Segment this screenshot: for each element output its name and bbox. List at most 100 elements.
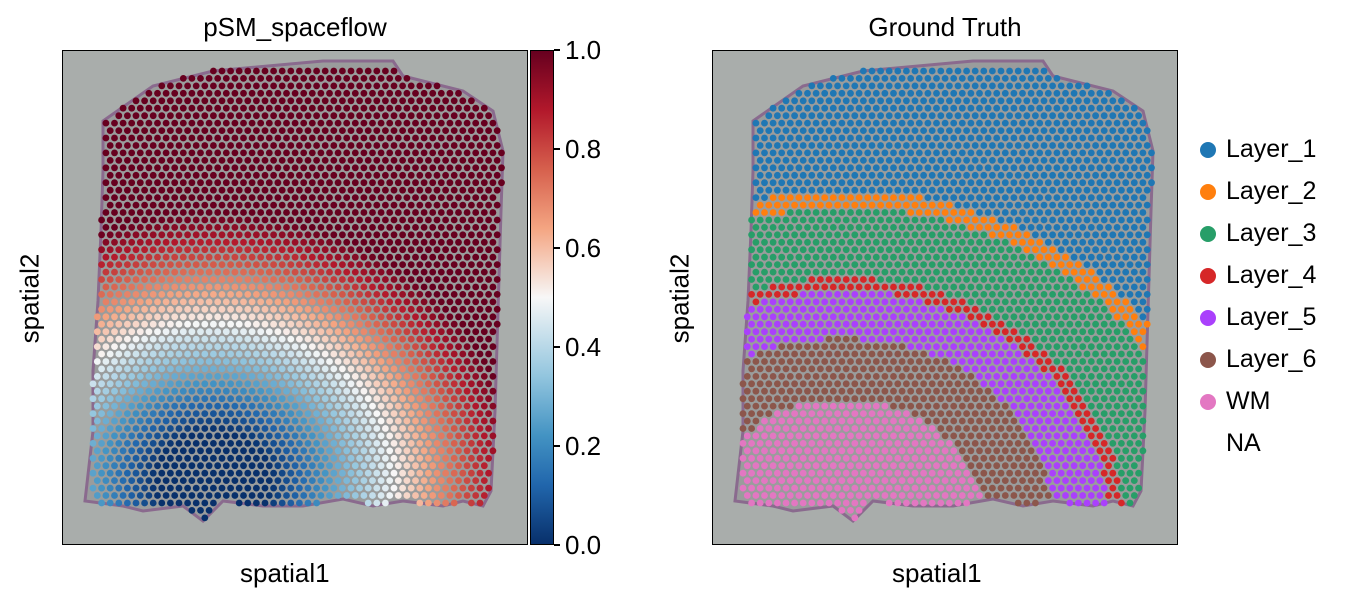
spot-point — [890, 134, 897, 142]
spot-point — [394, 298, 402, 306]
spot-point — [450, 410, 458, 417]
spot-point — [240, 477, 247, 484]
spot-point — [1113, 387, 1121, 395]
spot-point — [171, 283, 179, 291]
spot-point — [304, 276, 312, 283]
spot-point — [885, 157, 893, 164]
spot-point — [468, 291, 475, 298]
spot-point — [244, 276, 252, 283]
spot-point — [119, 492, 127, 499]
spot-point — [1096, 179, 1104, 187]
spot-point — [1023, 440, 1031, 447]
spot-point — [446, 104, 454, 112]
spot-point — [291, 343, 299, 350]
spot-point — [1006, 127, 1013, 134]
spot-point — [872, 224, 880, 231]
spot-point — [993, 75, 1001, 82]
spot-point — [786, 179, 794, 187]
spot-point — [119, 447, 127, 455]
spot-point — [326, 432, 333, 440]
spot-point — [283, 373, 290, 380]
spot-point — [1040, 231, 1048, 239]
spot-point — [1130, 417, 1138, 425]
spot-point — [1113, 224, 1121, 231]
spot-point — [950, 343, 958, 350]
spot-point — [459, 484, 467, 492]
spot-point — [920, 276, 927, 283]
spot-point — [834, 425, 841, 432]
spot-point — [377, 343, 385, 350]
spot-point — [946, 201, 953, 209]
spot-point — [963, 320, 970, 328]
spot-point — [799, 305, 807, 313]
spot-point — [278, 67, 286, 75]
spot-point — [804, 298, 811, 306]
spot-point — [184, 276, 191, 283]
spot-point — [761, 238, 768, 246]
spot-point — [274, 492, 282, 499]
spot-point — [154, 104, 161, 112]
spot-point — [782, 127, 790, 134]
spot-point — [761, 447, 768, 455]
spot-point — [928, 305, 936, 313]
spot-point — [257, 402, 265, 410]
spot-point — [343, 492, 351, 499]
spot-point — [894, 410, 902, 417]
spot-point — [416, 112, 424, 120]
spot-point — [291, 432, 299, 440]
spot-point — [993, 149, 1001, 157]
spot-point — [201, 171, 209, 179]
spot-point — [450, 171, 458, 179]
spot-point — [412, 373, 419, 380]
spot-point — [261, 320, 269, 328]
spot-point — [369, 447, 376, 455]
spot-point — [313, 171, 320, 179]
spot-point — [1113, 238, 1121, 246]
spot-point — [317, 373, 325, 380]
spot-point — [119, 209, 127, 216]
spot-point — [993, 179, 1001, 187]
spot-point — [1044, 402, 1052, 410]
spot-point — [489, 387, 497, 395]
spot-point — [442, 97, 449, 105]
spot-point — [468, 440, 475, 447]
spot-point — [485, 410, 492, 417]
spot-point — [1113, 209, 1121, 216]
spot-point — [1044, 417, 1052, 425]
spot-point — [188, 194, 196, 202]
spot-point — [847, 447, 854, 455]
spot-point — [102, 134, 110, 142]
spot-point — [145, 477, 153, 484]
spot-point — [227, 484, 235, 492]
spot-point — [304, 157, 312, 164]
spot-point — [158, 216, 166, 224]
spot-point — [356, 231, 363, 239]
right-chart-title: Ground Truth — [868, 12, 1022, 42]
spot-point — [214, 253, 222, 261]
spot-point — [799, 261, 807, 268]
spot-point — [868, 201, 876, 209]
spot-point — [334, 179, 342, 187]
spot-point — [192, 276, 200, 283]
spot-point — [821, 104, 829, 112]
spot-point — [847, 417, 854, 425]
spot-point — [317, 417, 325, 425]
spot-point — [300, 134, 308, 142]
spot-point — [124, 216, 131, 224]
spot-point — [437, 104, 445, 112]
spot-point — [222, 402, 230, 410]
spot-point — [136, 492, 144, 499]
spot-point — [769, 447, 777, 455]
spot-point — [197, 402, 204, 410]
spot-point — [933, 134, 940, 142]
spot-point — [308, 298, 316, 306]
spot-point — [1105, 298, 1112, 306]
spot-point — [433, 246, 441, 254]
spot-point — [885, 142, 893, 149]
spot-point — [1014, 201, 1022, 209]
spot-point — [769, 373, 777, 380]
spot-point — [928, 440, 936, 447]
spot-point — [403, 313, 411, 321]
spot-point — [1122, 298, 1130, 306]
spot-point — [1040, 365, 1048, 373]
